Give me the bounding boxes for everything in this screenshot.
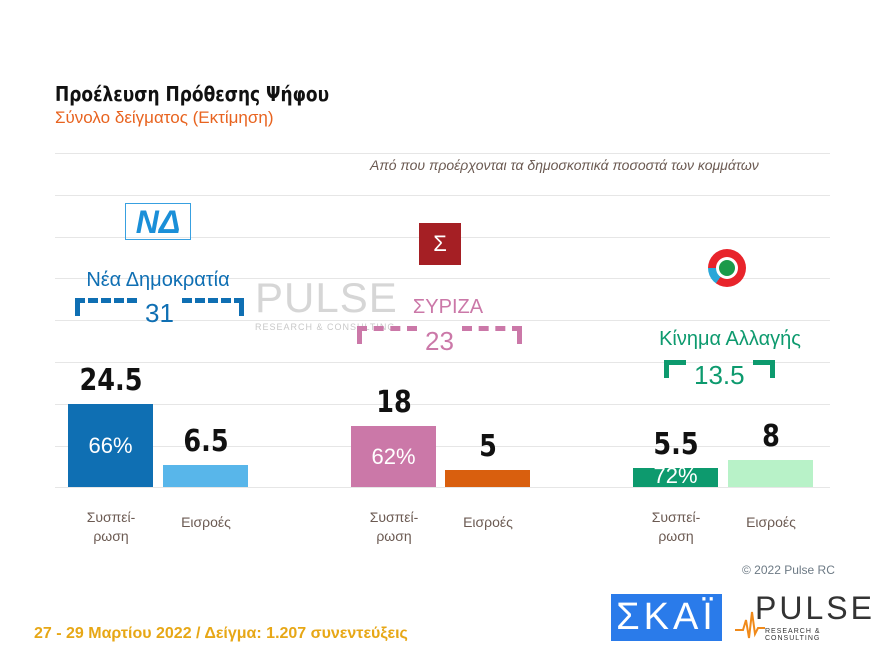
gridline [55,278,830,279]
pulse-logo: PULSE RESEARCH & CONSULTING [735,590,872,642]
party-label-syriza: ΣΥΡΙΖΑ [412,296,484,318]
total-nd: 31 [75,298,244,328]
gridline [55,362,830,363]
category-label: Συσπεί-ρωση [369,509,419,544]
category-label: Συσπεί-ρωση [651,509,701,544]
chart-title: Προέλευση Πρόθεσης Ψήφου [55,82,330,106]
gridline [55,320,830,321]
value-label: 5.5 [653,427,699,463]
retention-percent: 66% [88,433,133,459]
pulse-watermark: PULSE RESEARCH & CONSULTING [255,274,398,333]
category-label: Εισροές [181,514,231,530]
value-label: 5 [479,429,497,465]
retention-percent: 62% [371,444,416,470]
chart-note: Από που προέρχονται τα δημοσκοπικά ποσοσ… [370,157,759,173]
gridline [55,153,830,154]
party-label-kinal: Κίνημα Αλλαγής [659,328,801,350]
value-label: 8 [762,418,780,454]
chart-subtitle: Σύνολο δείγματος (Εκτίμηση) [55,108,274,127]
value-label: 6.5 [183,423,229,459]
category-label: Εισροές [746,514,796,530]
bar-retention [633,468,718,487]
kinal-logo [708,249,746,287]
category-label: Συσπεί-ρωση [86,509,136,544]
value-label: 18 [376,384,412,420]
bar-retention [351,425,436,487]
bar-inflows [728,459,813,487]
value-label: 24.5 [79,362,143,398]
nd-logo: ΝΔ [125,203,191,240]
copyright: © 2022 Pulse RC [742,563,835,577]
skai-logo: ΣΚΑΪ [611,594,722,641]
gridline [55,446,830,447]
retention-percent: 72% [653,463,698,488]
total-kinal: 13.5 [664,360,775,390]
gridline [55,404,830,405]
bar-retention [68,403,153,487]
bar-inflows [163,464,248,487]
gridline [55,487,830,488]
footer-sample-info: 27 - 29 Μαρτίου 2022 / Δείγμα: 1.207 συν… [34,625,408,642]
syriza-logo: Σ [419,223,461,265]
gridline [55,195,830,196]
total-syriza: 23 [357,326,522,356]
bar-inflows [445,470,530,487]
party-label-nd: Νέα Δημοκρατία [86,269,230,291]
category-label: Εισροές [463,514,513,530]
